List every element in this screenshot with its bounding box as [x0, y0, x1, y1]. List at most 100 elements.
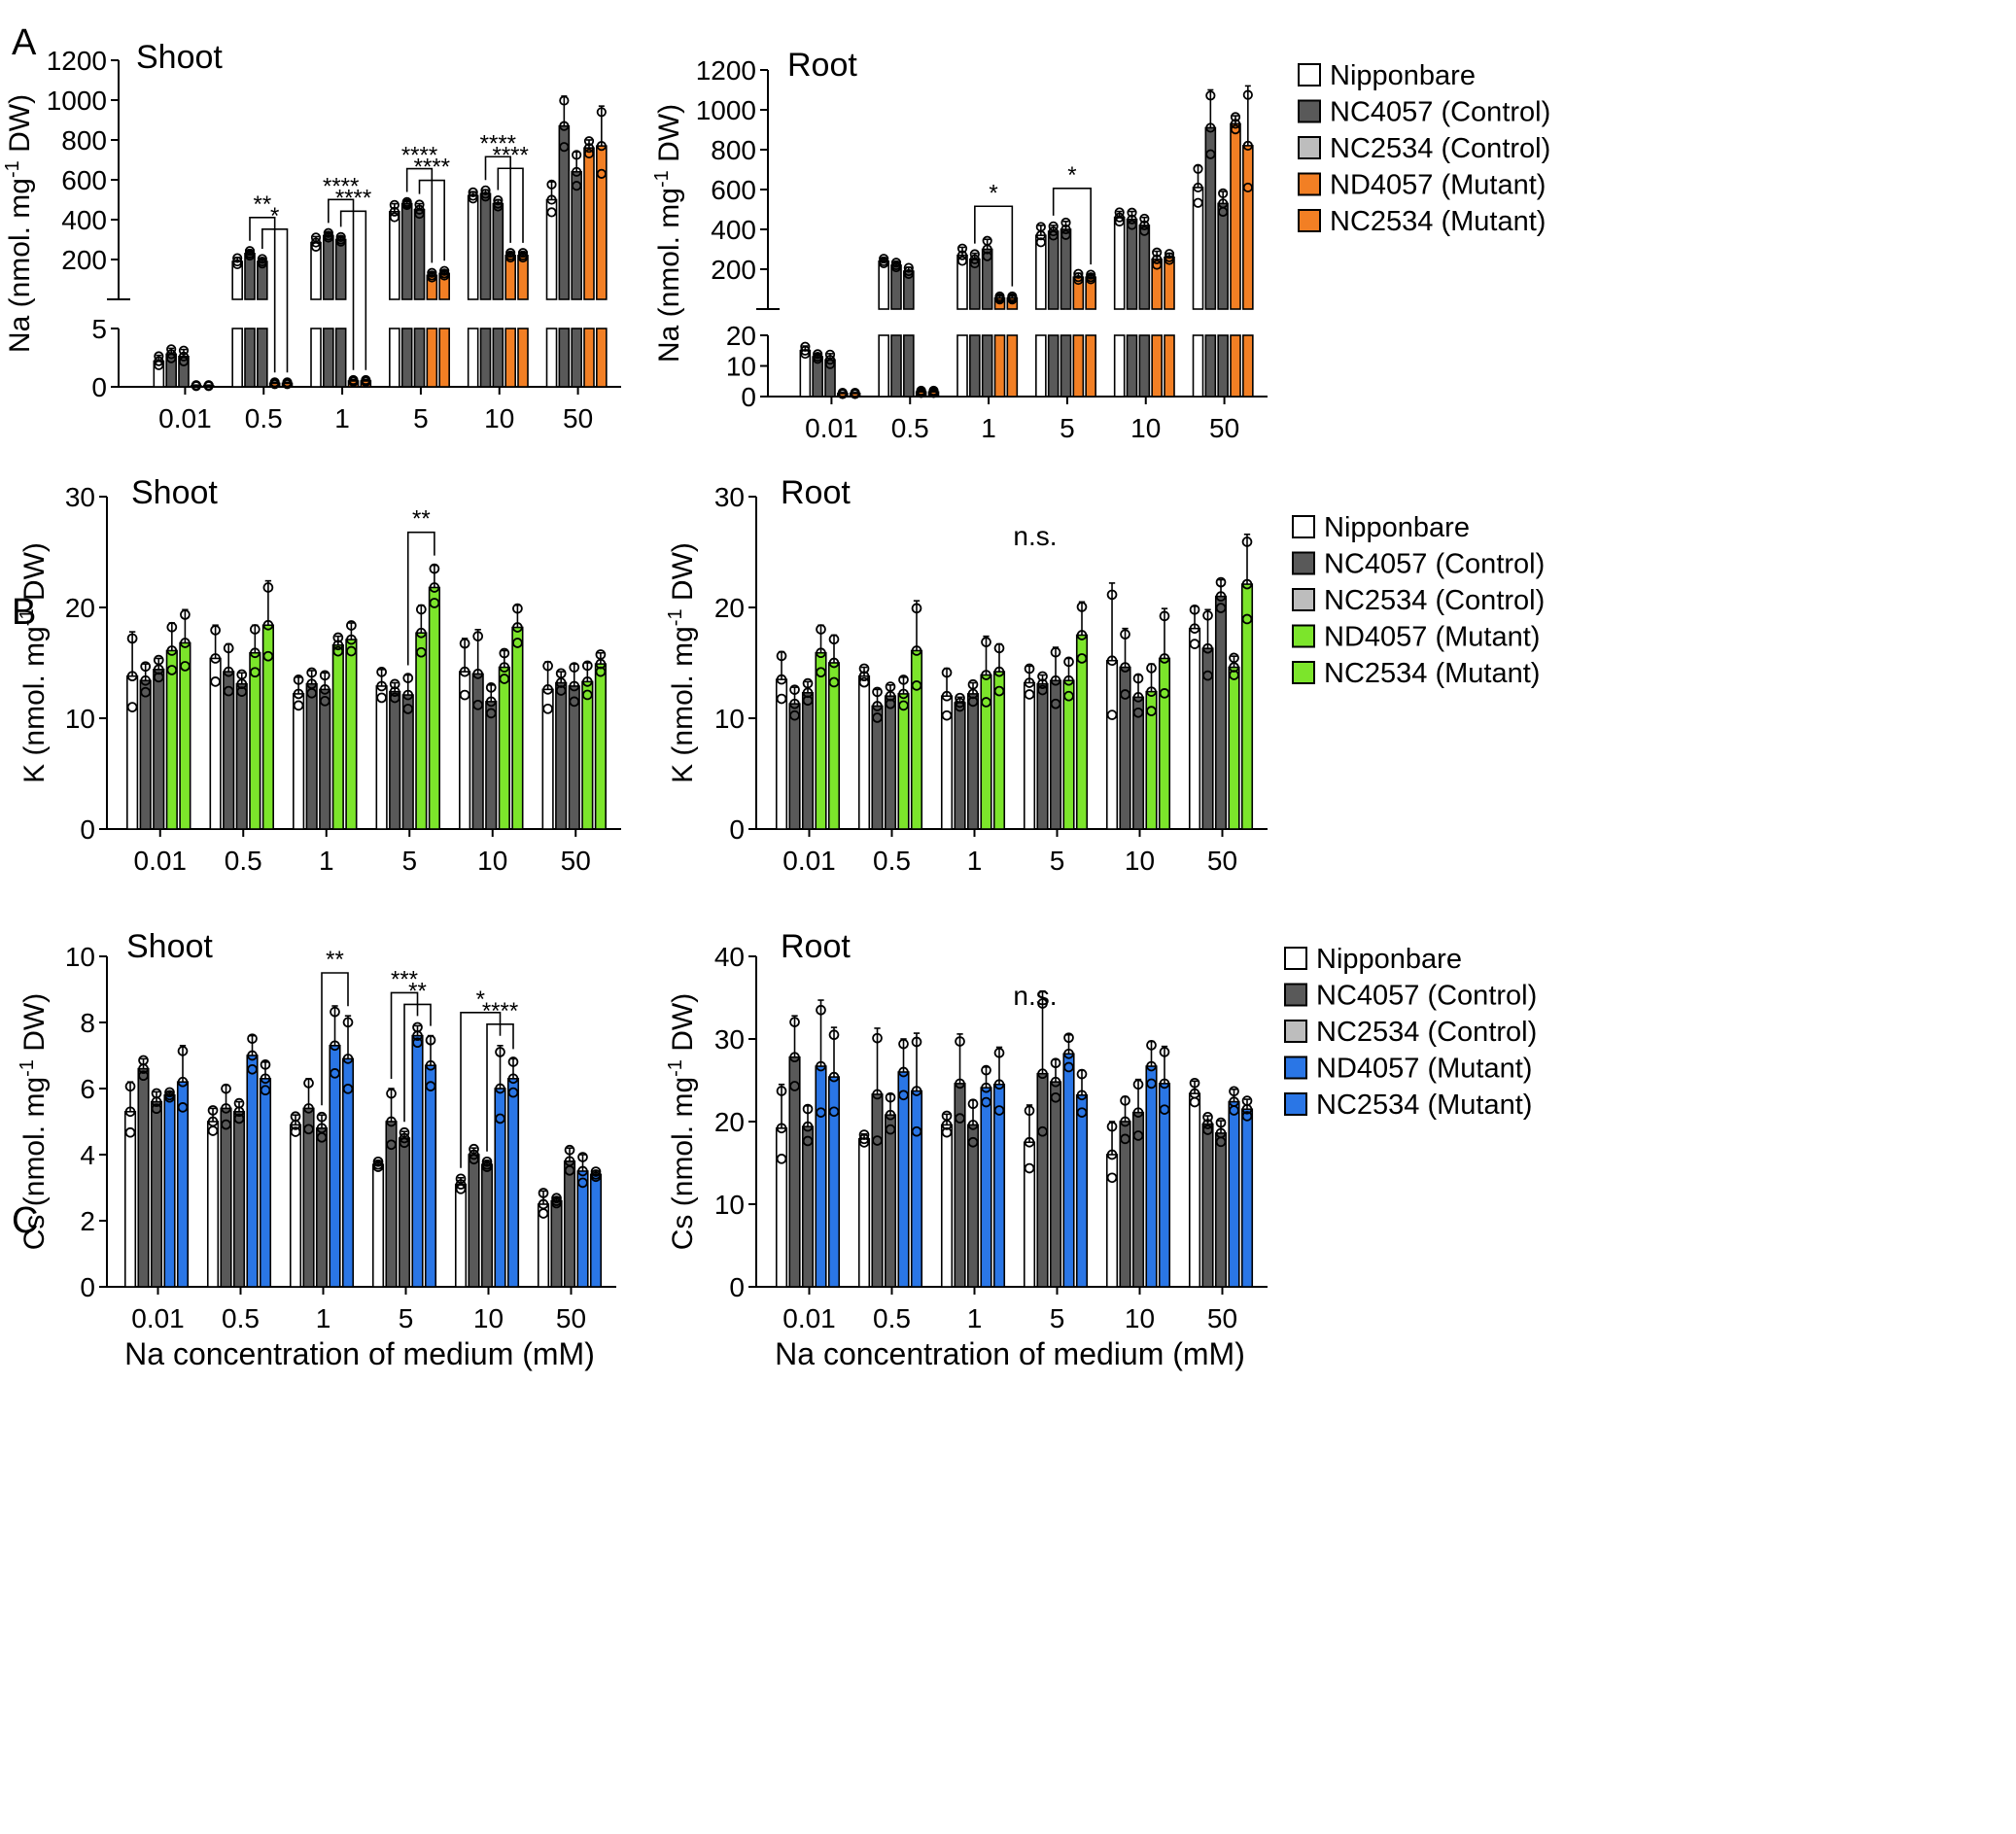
bar-lower-segment	[1164, 334, 1175, 398]
y-tick-label: 5	[91, 314, 107, 344]
chart-title: Root	[781, 928, 851, 965]
x-tick-label: 50	[1207, 1303, 1237, 1333]
data-point	[399, 1132, 410, 1144]
legend-swatch	[1298, 136, 1321, 159]
data-point	[890, 261, 902, 273]
bar-lower-segment	[504, 328, 516, 388]
data-point	[493, 195, 504, 206]
y-tick-label: 30	[714, 1024, 745, 1055]
data-point	[872, 686, 883, 698]
y-axis-label: Cs (nmol. mg-1 DW)	[665, 993, 699, 1250]
bar-lower-segment	[1242, 334, 1254, 398]
bar-lower-segment	[1035, 334, 1047, 398]
data-point	[455, 1184, 467, 1194]
bar	[788, 1055, 801, 1288]
data-point	[389, 199, 400, 210]
data-point	[1048, 225, 1059, 237]
significance-label: *	[270, 203, 279, 229]
bar	[568, 685, 580, 830]
data-point	[993, 666, 1005, 677]
data-point	[1241, 578, 1253, 590]
data-point	[1073, 274, 1084, 286]
data-point	[1063, 675, 1074, 686]
legend-swatch	[1284, 983, 1307, 1007]
bar	[319, 688, 331, 830]
y-tick-label: 400	[61, 205, 107, 235]
bar	[428, 586, 440, 830]
data-point	[828, 676, 840, 688]
data-point	[1230, 119, 1241, 129]
data-point	[1132, 692, 1144, 703]
data-point	[898, 1090, 909, 1101]
data-point	[1189, 639, 1200, 649]
bar	[980, 1087, 992, 1288]
data-point	[223, 666, 234, 677]
bar-lower-segment	[1113, 334, 1126, 398]
bar	[1047, 230, 1060, 310]
data-point	[789, 1081, 800, 1091]
bar-lower-segment	[1217, 334, 1229, 398]
data-point	[485, 696, 497, 708]
data-point	[816, 647, 826, 659]
chart-cs_shoot: 0 2 4 6 8 10 Shoot Cs (nmol. mg-1 DW) Na concent…	[17, 928, 616, 1371]
data-point	[1189, 1096, 1200, 1108]
data-point	[1215, 1136, 1227, 1148]
data-point	[1037, 998, 1048, 1009]
data-point	[776, 650, 787, 662]
y-tick-label: 600	[711, 175, 756, 205]
data-point	[800, 348, 811, 360]
data-point	[802, 1103, 814, 1115]
legend-swatch	[1292, 588, 1315, 611]
data-point	[1120, 662, 1130, 673]
bar	[329, 1045, 341, 1288]
data-point	[233, 1106, 245, 1118]
data-point	[290, 1120, 301, 1130]
bar	[1113, 216, 1126, 310]
data-point	[879, 258, 889, 269]
data-point	[472, 631, 484, 641]
data-point	[994, 294, 1005, 305]
data-point	[376, 680, 387, 692]
y-axis-label: Cs (nmol. mg-1 DW)	[17, 993, 51, 1250]
data-point	[495, 1047, 505, 1057]
data-point	[342, 1054, 354, 1064]
data-point	[485, 682, 497, 693]
data-point	[569, 662, 580, 673]
data-point	[1215, 1117, 1227, 1128]
bar-lower-segment	[310, 328, 322, 388]
bar	[910, 1090, 923, 1288]
data-point	[1230, 123, 1241, 135]
data-point	[332, 632, 344, 643]
data-point	[153, 672, 164, 683]
data-point	[401, 199, 412, 211]
data-point	[429, 582, 440, 593]
legend-swatch	[1298, 63, 1321, 87]
data-point	[233, 1113, 245, 1125]
bar	[163, 1094, 176, 1288]
significance-label: ****	[482, 998, 518, 1024]
data-point	[414, 208, 425, 220]
data-point	[429, 598, 440, 608]
data-point	[1189, 1077, 1200, 1089]
data-point	[361, 376, 371, 387]
bar	[375, 685, 388, 830]
data-point	[583, 143, 595, 154]
x-tick-label: 50	[1209, 413, 1239, 443]
y-tick-label: 2	[80, 1206, 95, 1236]
data-point	[1024, 1105, 1035, 1117]
data-point	[468, 187, 478, 198]
data-point	[872, 1089, 883, 1100]
data-point	[332, 645, 344, 657]
significance-bracket	[403, 1003, 432, 1123]
y-tick-label: 1200	[47, 46, 107, 76]
data-point	[1037, 671, 1048, 682]
annotation-label: n.s.	[1013, 521, 1057, 551]
data-point	[210, 653, 221, 664]
data-point	[1024, 689, 1035, 700]
bar	[150, 1100, 163, 1288]
data-point	[1146, 686, 1157, 697]
data-point	[316, 1111, 328, 1123]
y-tick-label: 1000	[47, 86, 107, 116]
data-point	[207, 1125, 219, 1136]
